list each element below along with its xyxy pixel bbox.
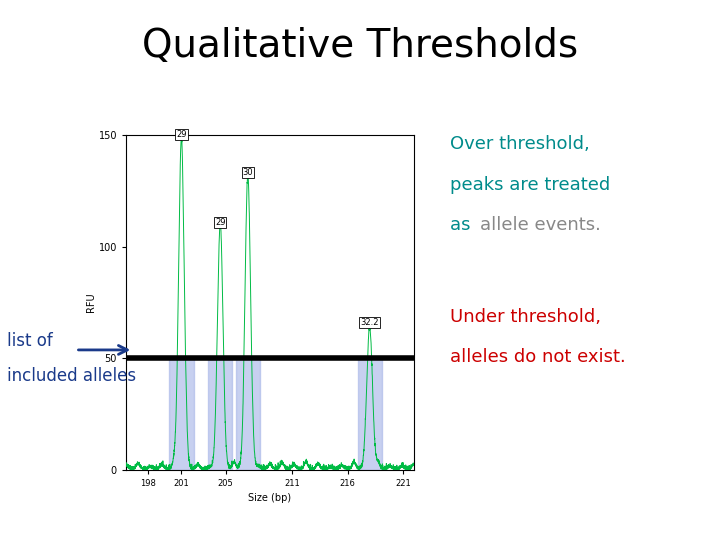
Bar [208, 358, 233, 470]
Text: allele events.: allele events. [480, 216, 601, 234]
Text: list of: list of [7, 332, 53, 350]
Text: Over threshold,: Over threshold, [450, 135, 590, 153]
Text: alleles do not exist.: alleles do not exist. [450, 348, 626, 366]
Text: Under threshold,: Under threshold, [450, 308, 601, 326]
Text: included alleles: included alleles [7, 367, 136, 385]
Y-axis label: RFU: RFU [86, 293, 96, 312]
Text: as: as [450, 216, 476, 234]
Bar [235, 358, 260, 470]
Text: 29: 29 [215, 218, 225, 226]
Text: 30: 30 [243, 168, 253, 178]
Bar [169, 358, 194, 470]
X-axis label: Size (bp): Size (bp) [248, 494, 292, 503]
Bar [358, 358, 382, 470]
Text: 29: 29 [176, 131, 186, 139]
Text: Qualitative Thresholds: Qualitative Thresholds [142, 27, 578, 65]
Text: peaks are treated: peaks are treated [450, 176, 611, 193]
FancyArrowPatch shape [78, 346, 127, 354]
Text: 32.2: 32.2 [361, 318, 379, 327]
